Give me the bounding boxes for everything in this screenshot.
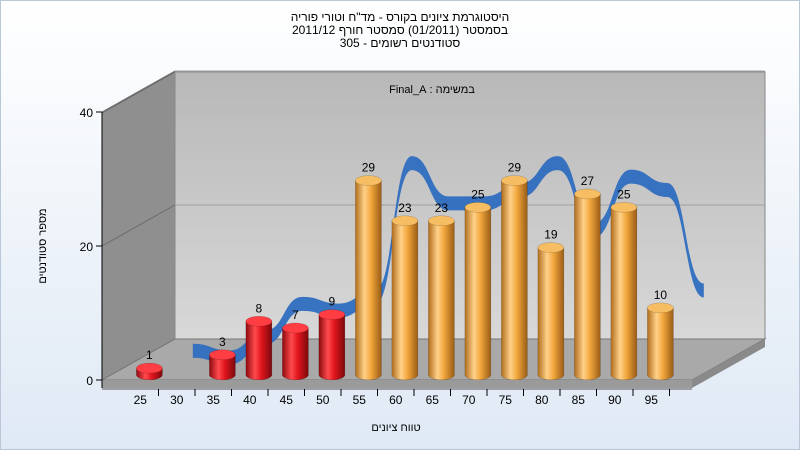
bar-body bbox=[209, 354, 236, 381]
x-axis: 25 30 35 40 45 50 55 60 65 70 75 80 85 90 95 bbox=[102, 388, 692, 407]
bar-body bbox=[574, 193, 601, 381]
y-tick-label: 0 bbox=[86, 374, 93, 388]
bar: 19 bbox=[537, 228, 565, 381]
bar-top bbox=[537, 242, 565, 253]
bar-body bbox=[501, 180, 528, 381]
bar-top bbox=[574, 188, 601, 200]
x-tick-label: 40 bbox=[243, 393, 257, 407]
bar-body bbox=[464, 207, 492, 381]
bar-top bbox=[318, 309, 346, 320]
bar-value-label: 7 bbox=[292, 308, 299, 322]
bar: 29 bbox=[501, 161, 528, 381]
bar-body bbox=[282, 327, 309, 381]
bar-body bbox=[610, 207, 638, 381]
bar-top bbox=[355, 175, 382, 186]
x-tick-label: 25 bbox=[134, 393, 148, 407]
bar: 25 bbox=[464, 187, 492, 381]
gridline-side bbox=[101, 70, 176, 113]
floor-right-edge bbox=[692, 339, 765, 388]
x-tick-label: 45 bbox=[280, 393, 294, 407]
bar-value-label: 27 bbox=[581, 174, 595, 188]
bar-body bbox=[318, 314, 346, 381]
x-tick-label: 90 bbox=[608, 393, 622, 407]
bar-value-label: 10 bbox=[654, 288, 668, 302]
chart-title: היסטוגרמת ציונים בקורס - מד"ח וטורי פורי… bbox=[0, 11, 800, 50]
title-line-2: בסמסטר (01/2011) סמסטר חורף 2011/12 bbox=[291, 23, 509, 37]
x-tick-label: 85 bbox=[572, 393, 586, 407]
y-axis-label: מספר סטודנטים bbox=[37, 208, 49, 283]
bar-body bbox=[647, 307, 674, 381]
bar-top bbox=[391, 215, 419, 227]
bar-value-label: 3 bbox=[219, 335, 226, 349]
bar-value-label: 1 bbox=[146, 348, 153, 362]
bar: 10 bbox=[647, 288, 674, 381]
bar-top bbox=[464, 202, 492, 213]
bar: 1 bbox=[136, 348, 163, 381]
bar-top bbox=[428, 215, 455, 227]
x-tick-label: 55 bbox=[353, 393, 367, 407]
gridline-side bbox=[101, 204, 176, 247]
bar-value-label: 19 bbox=[544, 228, 558, 242]
bar: 3 bbox=[209, 335, 236, 381]
x-tick-label: 80 bbox=[535, 393, 549, 407]
x-tick-label: 70 bbox=[462, 393, 476, 407]
x-tick-label: 95 bbox=[645, 393, 659, 407]
bar: 29 bbox=[355, 161, 382, 381]
bar-body bbox=[245, 321, 273, 381]
bar-top bbox=[610, 202, 638, 213]
chart-annotation: במשימה : Final_A bbox=[389, 84, 475, 96]
title-line-1: היסטוגרמת ציונים בקורס - מד"ח וטורי פורי… bbox=[290, 10, 510, 24]
bar: 23 bbox=[428, 201, 455, 381]
x-tick-label: 60 bbox=[389, 393, 403, 407]
bar: 25 bbox=[610, 187, 638, 381]
x-axis-label: טווח ציונים bbox=[371, 422, 420, 434]
bar-top bbox=[501, 175, 528, 186]
bar-value-label: 29 bbox=[508, 161, 522, 175]
bar-top bbox=[245, 316, 273, 327]
bar-top bbox=[136, 362, 163, 374]
bar-body bbox=[537, 247, 565, 381]
y-tick-label: 20 bbox=[80, 240, 94, 254]
bar-top bbox=[209, 349, 236, 361]
bars: 1 3 8 7 9 29 23 23 25 29 19 27 25 10 bbox=[136, 161, 674, 381]
x-tick-label: 75 bbox=[499, 393, 513, 407]
bar-body bbox=[428, 220, 455, 381]
x-tick-label: 30 bbox=[170, 393, 184, 407]
bar-value-label: 25 bbox=[617, 187, 631, 201]
bar-top bbox=[647, 302, 674, 314]
bar-body bbox=[391, 220, 419, 381]
x-tick-label: 35 bbox=[207, 393, 221, 407]
bar: 8 bbox=[245, 301, 273, 381]
bar-value-label: 23 bbox=[398, 201, 412, 215]
title-line-3: סטודנטים רשומים - 305 bbox=[339, 36, 461, 50]
bar-top bbox=[282, 322, 309, 334]
x-tick-label: 65 bbox=[426, 393, 440, 407]
bar: 7 bbox=[282, 308, 309, 381]
bar-value-label: 9 bbox=[329, 295, 336, 309]
bar-body bbox=[355, 180, 382, 381]
bar-value-label: 8 bbox=[256, 301, 263, 315]
bar: 9 bbox=[318, 295, 346, 381]
y-tick-label: 40 bbox=[80, 106, 94, 120]
floor-front-edge bbox=[102, 380, 692, 388]
bar-value-label: 23 bbox=[435, 201, 449, 215]
x-tick-label: 50 bbox=[316, 393, 330, 407]
y-axis: 0 20 40 bbox=[80, 106, 103, 388]
bar-value-label: 29 bbox=[362, 161, 376, 175]
bar-value-label: 25 bbox=[471, 187, 485, 201]
gridlines bbox=[101, 70, 765, 247]
bar: 27 bbox=[574, 174, 601, 381]
bar: 23 bbox=[391, 201, 419, 381]
